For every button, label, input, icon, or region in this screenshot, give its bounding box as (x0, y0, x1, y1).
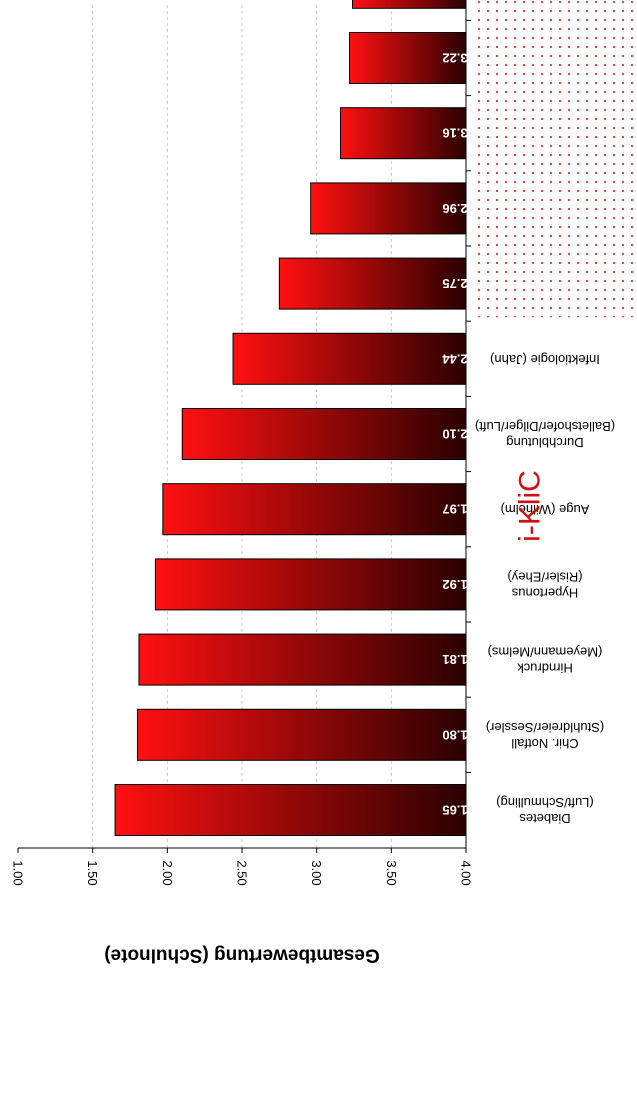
value-tick-label: 2.50 (235, 860, 250, 885)
category-label: Infektiologie (Jahn) (490, 352, 600, 367)
bar-value-label: 3.22 (442, 51, 467, 66)
bar (154, 558, 467, 611)
bar (352, 0, 467, 9)
bar-value-label: 2.75 (442, 276, 467, 291)
bar-value-label: 1.97 (442, 502, 467, 517)
chart-title: i-KliC (514, 470, 547, 542)
value-tick-label: 2.00 (160, 860, 175, 885)
bar-value-label: 2.96 (442, 201, 467, 216)
bar-value-label: 1.92 (442, 577, 467, 592)
category-label: Hypertonus(Risler/Ehey) (507, 569, 582, 600)
labels: 1.65 1.80 1.81 1.92 1.97 2.10 2.44 2.75 2.96 3.16… (104, 51, 615, 966)
bar-value-label: 3.16 (442, 126, 467, 141)
grid (92, 0, 634, 848)
bar-value-label: 1.80 (442, 727, 467, 742)
bars (114, 0, 467, 836)
value-axis-title: Gesamtbewertung (Schulnote) (104, 945, 380, 966)
bar-value-label: 1.65 (442, 803, 467, 818)
bar (181, 408, 467, 460)
category-label: Hirndruck(Meyemann/Melms) (488, 645, 603, 676)
bar (232, 332, 467, 385)
category-label: Auge (Wilhelm) (501, 502, 590, 517)
value-tick-label: 4.00 (459, 860, 474, 885)
category-label: Diabetes(Luft/Schmulling) (496, 795, 594, 826)
bar (138, 633, 467, 686)
value-tick-label: 1.00 (11, 860, 26, 885)
bar (114, 784, 467, 836)
bar (310, 182, 467, 235)
value-tick-label: 3.50 (384, 860, 399, 885)
category-label: Durchblutung(Balletshofer/Dilger/Luft) (475, 419, 615, 450)
bar-value-label: 2.10 (442, 427, 467, 442)
bar-value-label: 1.81 (442, 652, 467, 667)
axes: 1.00 1.50 2.00 2.50 3.00 3.50 4.00 (11, 5, 474, 886)
bar (162, 483, 467, 536)
category-label: Chir. Notfall(Stuhldreier/Sessler) (486, 720, 605, 751)
dotted-region (474, 0, 634, 318)
bar (278, 257, 467, 310)
value-tick-label: 1.50 (85, 860, 100, 885)
bar (349, 32, 467, 84)
bar-value-label: 2.44 (442, 351, 468, 366)
bar (136, 708, 467, 761)
value-tick-label: 3.00 (309, 860, 324, 885)
